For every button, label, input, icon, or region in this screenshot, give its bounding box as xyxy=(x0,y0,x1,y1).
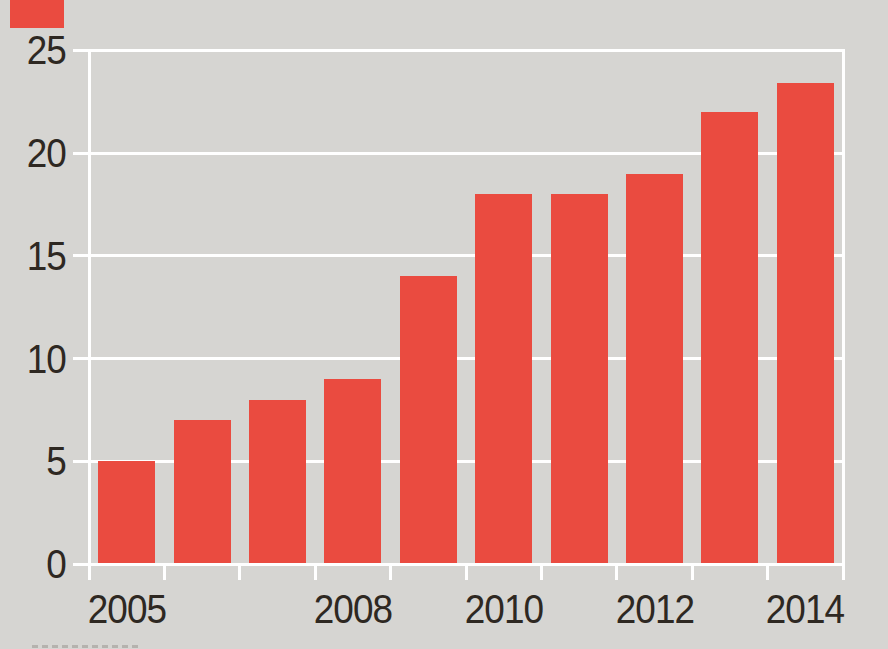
x-axis-tick-5 xyxy=(465,564,468,580)
x-axis-tick-1 xyxy=(163,564,166,580)
y-axis-label-25: 25 xyxy=(7,28,66,72)
x-axis-label-2005: 2005 xyxy=(64,589,190,629)
y-axis-label-5: 5 xyxy=(7,439,66,483)
x-axis-tick-4 xyxy=(389,564,392,580)
x-axis-label-2008: 2008 xyxy=(290,589,416,629)
x-axis-tick-6 xyxy=(540,564,543,580)
x-axis-label-2010: 2010 xyxy=(441,589,567,629)
x-axis-baseline xyxy=(89,563,843,566)
brand-flash-decoration xyxy=(10,0,64,28)
y-axis-label-20: 20 xyxy=(7,131,66,175)
x-axis-label-2014: 2014 xyxy=(742,589,868,629)
bar-chart: 0 5 10 15 20 25 2005 2008 2010 2012 2014 xyxy=(0,0,888,649)
gridline-25 xyxy=(89,49,843,52)
x-axis-tick-2 xyxy=(238,564,241,580)
bar-2013 xyxy=(701,112,758,564)
bar-2008 xyxy=(324,379,381,564)
bar-2007 xyxy=(249,400,306,564)
x-axis-tick-8 xyxy=(691,564,694,580)
bar-2006 xyxy=(174,420,231,564)
bar-2012 xyxy=(626,174,683,564)
cropped-source-text-fragment xyxy=(32,645,140,648)
bar-2011 xyxy=(551,194,608,564)
chart-canvas: 0 5 10 15 20 25 2005 2008 2010 2012 2014 xyxy=(0,0,888,649)
bar-2010 xyxy=(475,194,532,564)
bar-2014 xyxy=(777,83,834,564)
x-axis-tick-9 xyxy=(766,564,769,580)
y-axis-label-10: 10 xyxy=(7,337,66,381)
plot-right-border xyxy=(842,49,845,580)
y-axis-line xyxy=(88,49,91,580)
x-axis-tick-7 xyxy=(615,564,618,580)
bar-2009 xyxy=(400,276,457,564)
y-axis-label-15: 15 xyxy=(7,234,66,278)
y-axis-label-0: 0 xyxy=(7,542,66,586)
x-axis-label-2012: 2012 xyxy=(592,589,718,629)
x-axis-tick-3 xyxy=(314,564,317,580)
bar-2005 xyxy=(98,461,155,564)
